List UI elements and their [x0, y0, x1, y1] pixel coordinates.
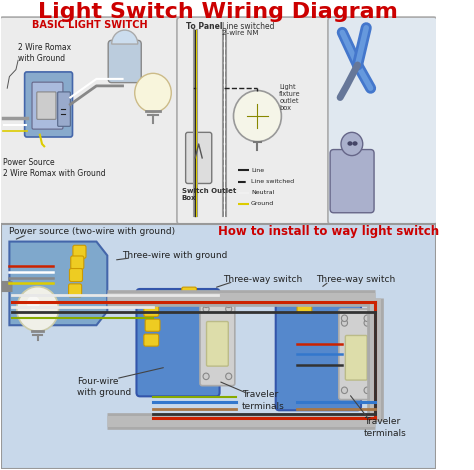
FancyBboxPatch shape [157, 294, 172, 306]
Circle shape [234, 91, 282, 141]
Circle shape [203, 301, 209, 307]
Wedge shape [112, 30, 138, 44]
Circle shape [17, 287, 59, 331]
Text: Three-way switch: Three-way switch [316, 275, 395, 284]
FancyBboxPatch shape [58, 92, 70, 126]
Circle shape [27, 296, 40, 310]
Text: Line switched: Line switched [251, 179, 294, 184]
Text: Three-wire with ground: Three-wire with ground [123, 251, 228, 260]
FancyBboxPatch shape [144, 334, 159, 346]
FancyBboxPatch shape [328, 17, 437, 224]
Text: Power source (two-wire with ground): Power source (two-wire with ground) [9, 227, 175, 236]
FancyBboxPatch shape [108, 40, 141, 83]
FancyBboxPatch shape [182, 287, 197, 299]
FancyBboxPatch shape [330, 149, 374, 213]
FancyBboxPatch shape [207, 321, 228, 366]
FancyBboxPatch shape [73, 245, 86, 258]
FancyBboxPatch shape [69, 284, 82, 297]
FancyBboxPatch shape [186, 133, 212, 183]
Text: Neutral: Neutral [251, 190, 274, 195]
FancyBboxPatch shape [200, 295, 235, 386]
Text: 2 Wire Romax
with Ground: 2 Wire Romax with Ground [18, 43, 71, 63]
Circle shape [341, 315, 347, 321]
FancyBboxPatch shape [70, 268, 82, 282]
FancyBboxPatch shape [0, 17, 181, 224]
Text: Traveler
terminals: Traveler terminals [364, 417, 407, 438]
FancyBboxPatch shape [0, 224, 436, 470]
Polygon shape [9, 242, 107, 325]
Circle shape [364, 320, 370, 326]
FancyBboxPatch shape [137, 289, 219, 396]
Text: Light
fixture
outlet
box: Light fixture outlet box [279, 84, 301, 111]
FancyBboxPatch shape [339, 309, 374, 400]
Circle shape [226, 301, 232, 307]
FancyBboxPatch shape [297, 301, 312, 313]
Circle shape [341, 320, 347, 326]
FancyBboxPatch shape [37, 92, 56, 119]
Circle shape [135, 73, 171, 112]
FancyBboxPatch shape [71, 256, 84, 269]
FancyBboxPatch shape [32, 82, 63, 129]
Text: How to install to way light switch: How to install to way light switch [218, 225, 439, 238]
Text: Line switched: Line switched [222, 23, 274, 31]
Text: Light Switch Wiring Diagram: Light Switch Wiring Diagram [38, 2, 398, 23]
Circle shape [203, 373, 209, 380]
Text: Traveler
terminals: Traveler terminals [242, 391, 285, 411]
Text: Ground: Ground [251, 202, 274, 206]
Text: Line: Line [251, 168, 264, 173]
FancyBboxPatch shape [346, 336, 367, 380]
Text: Switch Outlet
Box: Switch Outlet Box [182, 188, 236, 201]
Circle shape [341, 387, 347, 393]
Circle shape [226, 306, 232, 312]
FancyBboxPatch shape [276, 303, 361, 410]
Text: To Panel: To Panel [186, 23, 222, 31]
Circle shape [226, 373, 232, 380]
Circle shape [364, 387, 370, 393]
FancyBboxPatch shape [25, 72, 73, 137]
Text: Three-way switch: Three-way switch [223, 275, 302, 284]
Text: BASIC LIGHT SWITCH: BASIC LIGHT SWITCH [32, 21, 148, 31]
Text: Power Source
2 Wire Romax with Ground: Power Source 2 Wire Romax with Ground [3, 158, 106, 178]
Circle shape [364, 315, 370, 321]
Circle shape [341, 133, 363, 156]
FancyBboxPatch shape [145, 319, 160, 331]
Text: 2-wire NM: 2-wire NM [222, 31, 258, 36]
Circle shape [203, 306, 209, 312]
FancyBboxPatch shape [144, 304, 159, 316]
Text: Four-wire
with ground: Four-wire with ground [77, 376, 131, 397]
FancyBboxPatch shape [177, 17, 332, 224]
